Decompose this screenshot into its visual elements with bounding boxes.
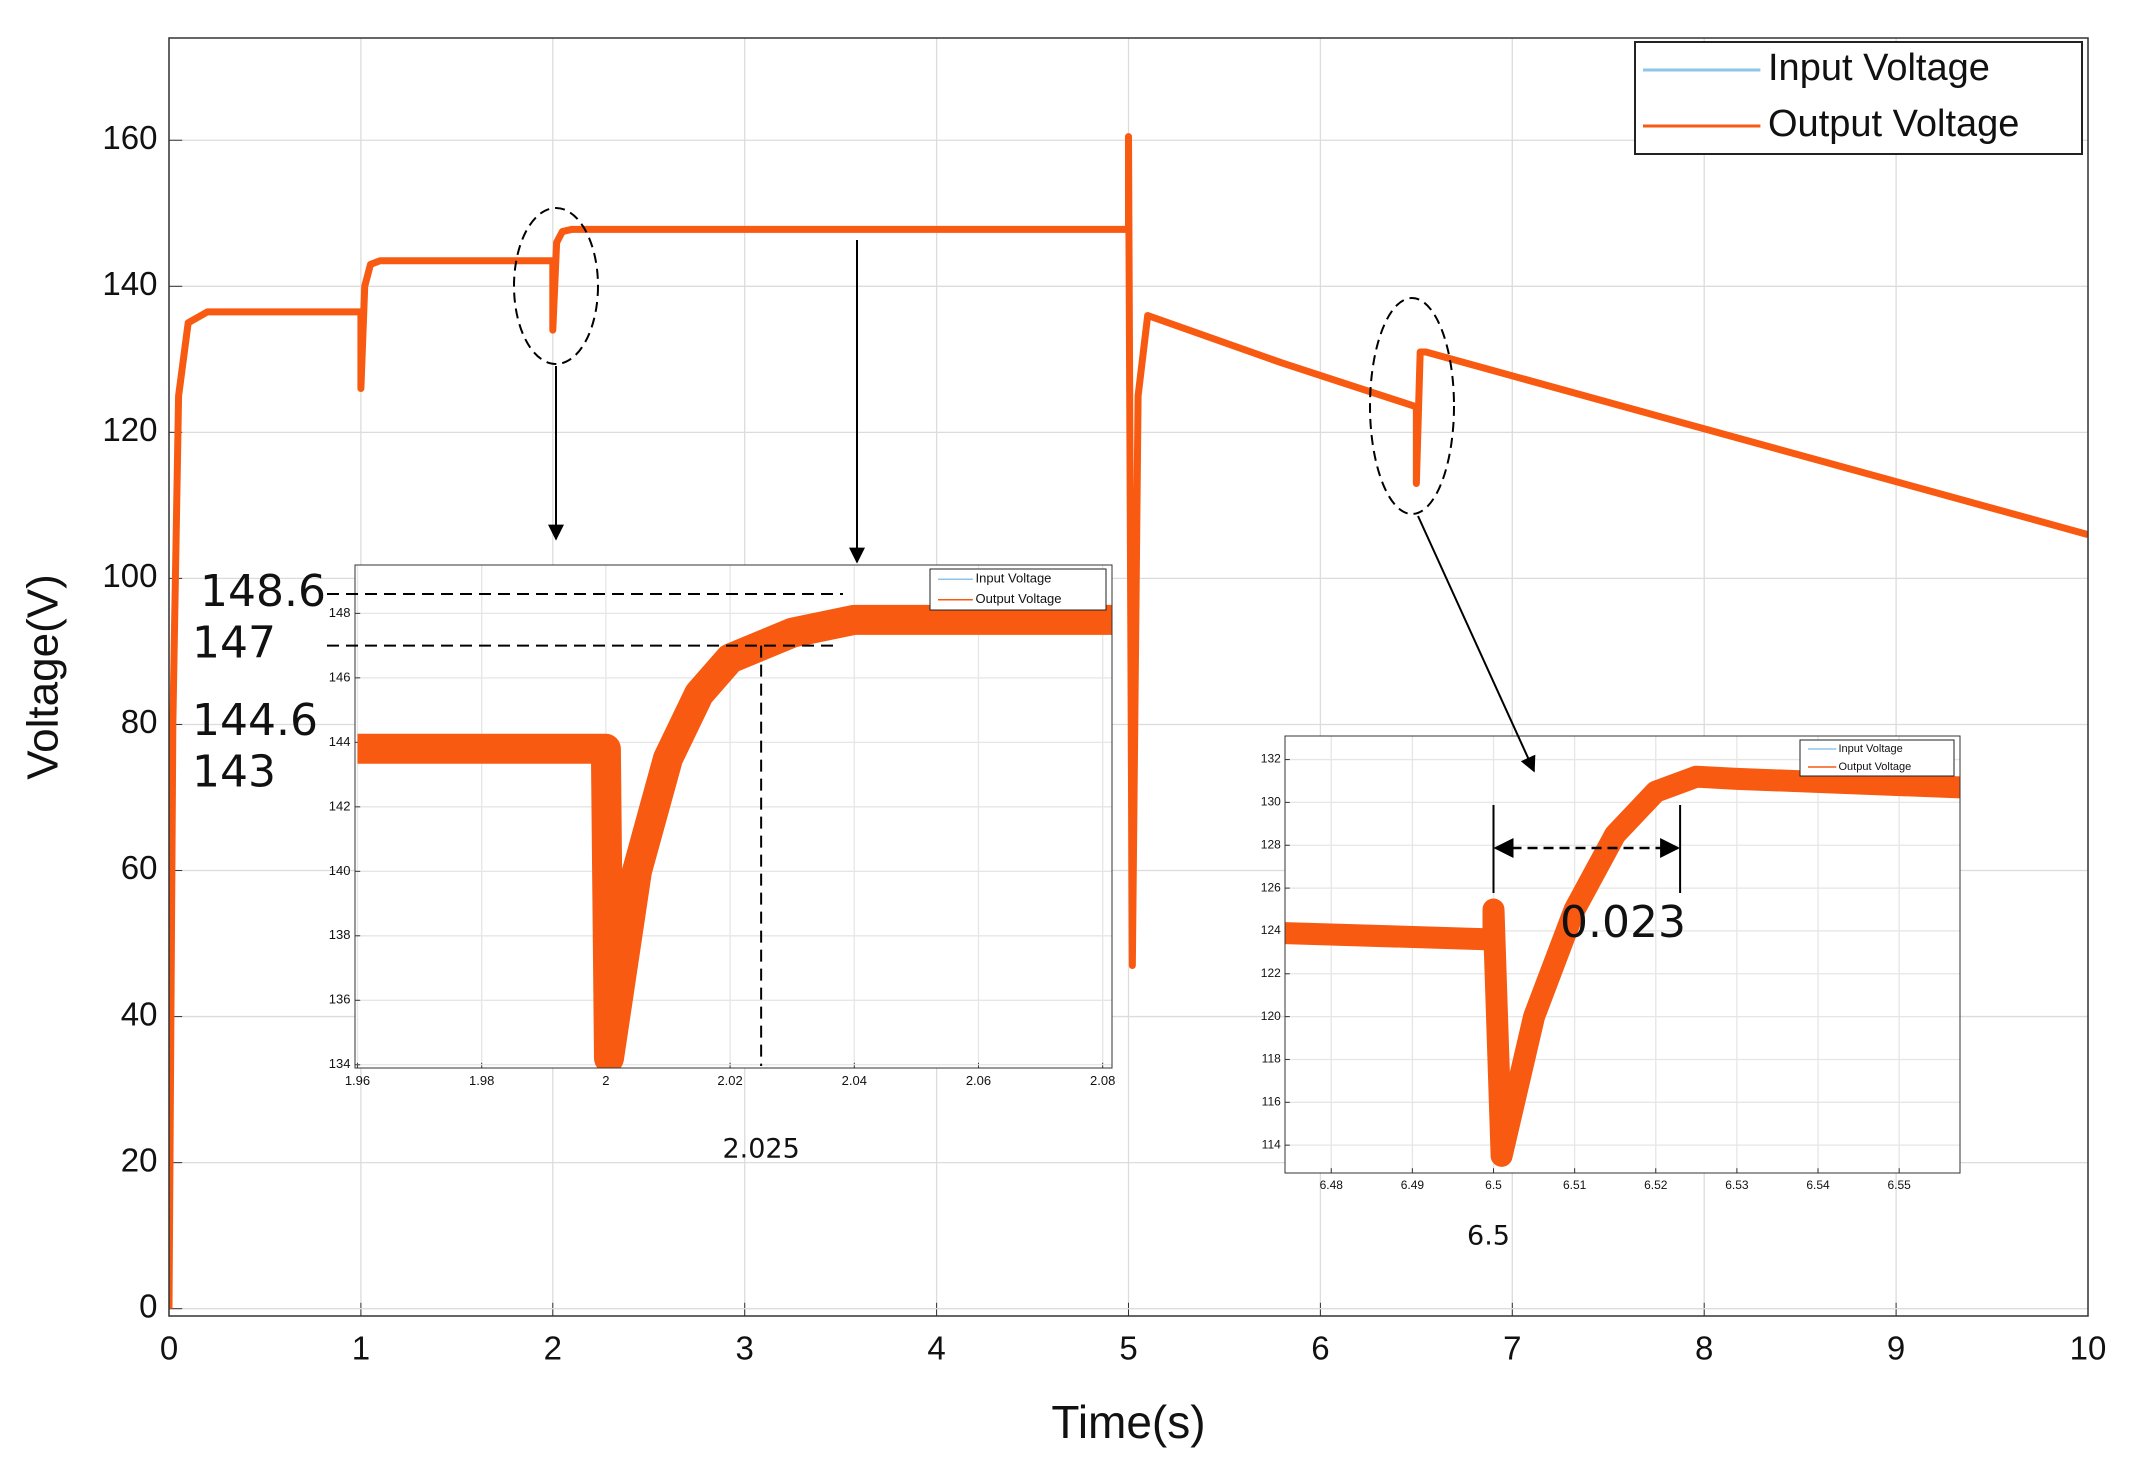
plot-area <box>1285 736 1960 1173</box>
y-tick-label: 126 <box>1261 880 1281 894</box>
x-tick-label: 5 <box>1119 1329 1137 1366</box>
interval-label: 0.023 <box>1560 897 1686 948</box>
y-tick-label: 124 <box>1261 923 1281 937</box>
legend: Input Voltage Output Voltage <box>929 568 1107 611</box>
x-tick-label: 2 <box>544 1329 562 1366</box>
x-tick-label: 1 <box>352 1329 370 1366</box>
x-tick-label: 6.54 <box>1806 1178 1830 1192</box>
series-line <box>357 604 1112 1068</box>
y-tick-label: 160 <box>102 119 157 156</box>
callout-arrow <box>1417 515 1536 773</box>
y-tick-label: 120 <box>102 411 157 448</box>
x-tick-label: 0 <box>160 1329 178 1366</box>
series-line <box>1285 765 1960 1167</box>
inset-chart: 1.96 1.98 2 2.02 2.04 2.06 2.08 134 136 138 140 142… <box>329 564 1115 1088</box>
inset-chart: 6.48 6.49 6.5 6.51 6.52 6.53 6.54 6.55 114 116 118… <box>1261 735 1961 1192</box>
x-tick-label: 1.98 <box>469 1073 494 1088</box>
legend: Input Voltage Output Voltage <box>1634 41 2083 155</box>
y-tick-label: 128 <box>1261 837 1281 851</box>
level-label: 147 <box>192 618 276 669</box>
x-tick-label: 9 <box>1887 1329 1905 1366</box>
x-tick-label: 6.52 <box>1644 1178 1668 1192</box>
legend-label: Output Voltage <box>976 591 1062 606</box>
x-tick-label: 6.5 <box>1485 1178 1502 1192</box>
y-tick-label: 20 <box>121 1141 158 1178</box>
x-tick-label: 6.55 <box>1887 1178 1911 1192</box>
x-tick-label: 2.06 <box>966 1073 991 1088</box>
x-tick-label: 8 <box>1695 1329 1713 1366</box>
y-tick-label: 0 <box>139 1287 157 1324</box>
plot-frame <box>1284 735 1961 1174</box>
x-tick-label: 2 <box>602 1073 609 1088</box>
x-tick-label: 6.49 <box>1401 1178 1425 1192</box>
x-tick-label: 3 <box>736 1329 754 1366</box>
y-tick-label: 148 <box>329 605 351 620</box>
x-tick-label: 2.08 <box>1090 1073 1115 1088</box>
legend-label: Input Voltage <box>1839 743 1903 755</box>
x-tick-label: 2.04 <box>842 1073 867 1088</box>
legend-label: Output Voltage <box>1768 103 2019 145</box>
plot-area <box>355 565 1112 1068</box>
x-tick-label: 6.48 <box>1320 1178 1344 1192</box>
y-tick-label: 120 <box>1261 1009 1281 1023</box>
y-tick-label: 122 <box>1261 966 1281 980</box>
level-label: 143 <box>192 747 276 798</box>
y-axis-label: Voltage(V) <box>19 574 68 779</box>
y-tick-label: 144 <box>329 734 351 749</box>
legend-box <box>1634 41 2083 155</box>
y-tick-label: 136 <box>329 992 351 1007</box>
x-tick-label: 6.51 <box>1563 1178 1587 1192</box>
y-tick-label: 116 <box>1262 1094 1281 1108</box>
x-tick-label: 6.53 <box>1725 1178 1749 1192</box>
callout-ellipse <box>513 207 599 365</box>
x-tick-label: 7 <box>1503 1329 1521 1366</box>
x-tick-label: 10 <box>2070 1329 2107 1366</box>
y-tick-label: 140 <box>329 863 351 878</box>
y-tick-label: 146 <box>329 669 351 684</box>
legend: Input Voltage Output Voltage <box>1799 739 1955 777</box>
y-tick-label: 140 <box>102 265 157 302</box>
x-tick-label: 4 <box>927 1329 945 1366</box>
y-tick-label: 132 <box>1261 752 1281 766</box>
legend-box <box>929 568 1107 611</box>
y-tick-label: 60 <box>121 849 158 886</box>
series-line <box>169 133 2088 1309</box>
level-label: 148.6 <box>200 566 326 617</box>
y-tick-label: 130 <box>1261 795 1281 809</box>
legend-box <box>1799 739 1955 777</box>
callout-ellipse <box>1369 297 1455 515</box>
y-tick-label: 40 <box>121 995 158 1032</box>
y-tick-label: 134 <box>329 1056 351 1071</box>
marker-label: 6.5 <box>1467 1221 1510 1252</box>
y-tick-label: 142 <box>329 798 351 813</box>
plot-frame <box>354 564 1113 1069</box>
y-tick-label: 100 <box>102 557 157 594</box>
legend-label: Output Voltage <box>1839 761 1912 773</box>
level-label: 144.6 <box>192 695 318 746</box>
y-tick-label: 114 <box>1262 1137 1281 1151</box>
x-axis-label: Time(s) <box>1051 1396 1205 1448</box>
x-tick-label: 1.96 <box>345 1073 370 1088</box>
marker-label: 2.025 <box>722 1134 799 1165</box>
legend-label: Input Voltage <box>976 571 1052 586</box>
x-tick-label: 2.02 <box>717 1073 742 1088</box>
plot-frame <box>168 37 2089 1317</box>
y-tick-label: 138 <box>329 927 351 942</box>
y-tick-label: 80 <box>121 703 158 740</box>
x-tick-label: 6 <box>1311 1329 1329 1366</box>
legend-label: Input Voltage <box>1768 47 1990 89</box>
y-tick-label: 118 <box>1262 1052 1281 1066</box>
